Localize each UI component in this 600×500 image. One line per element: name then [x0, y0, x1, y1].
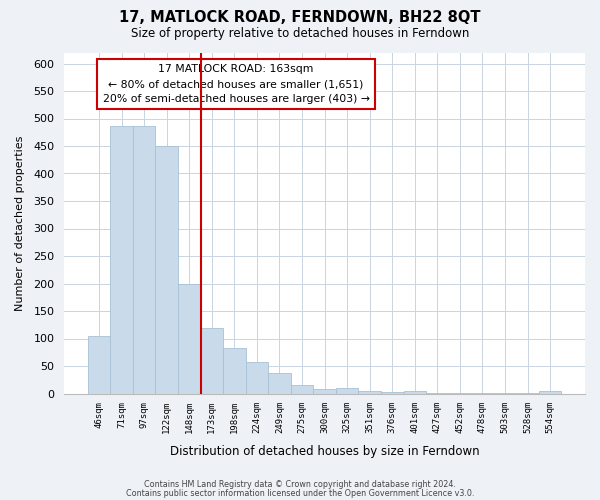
Text: Contains HM Land Registry data © Crown copyright and database right 2024.: Contains HM Land Registry data © Crown c… — [144, 480, 456, 489]
Bar — [358, 392, 381, 394]
Text: Size of property relative to detached houses in Ferndown: Size of property relative to detached ho… — [131, 28, 469, 40]
Bar — [155, 146, 178, 394]
Bar — [539, 391, 562, 394]
Bar — [336, 388, 358, 394]
Text: 17 MATLOCK ROAD: 163sqm
← 80% of detached houses are smaller (1,651)
20% of semi: 17 MATLOCK ROAD: 163sqm ← 80% of detache… — [103, 64, 370, 104]
Bar — [133, 126, 155, 394]
Bar — [291, 385, 313, 394]
Bar — [110, 126, 133, 394]
Bar — [426, 393, 449, 394]
Text: 17, MATLOCK ROAD, FERNDOWN, BH22 8QT: 17, MATLOCK ROAD, FERNDOWN, BH22 8QT — [119, 10, 481, 25]
Y-axis label: Number of detached properties: Number of detached properties — [15, 136, 25, 310]
Bar — [471, 393, 494, 394]
Bar — [200, 328, 223, 394]
Bar — [313, 388, 336, 394]
Bar — [268, 372, 291, 394]
Bar — [245, 362, 268, 394]
Bar — [449, 393, 471, 394]
X-axis label: Distribution of detached houses by size in Ferndown: Distribution of detached houses by size … — [170, 444, 479, 458]
Text: Contains public sector information licensed under the Open Government Licence v3: Contains public sector information licen… — [126, 489, 474, 498]
Bar — [381, 392, 404, 394]
Bar — [404, 392, 426, 394]
Bar — [178, 284, 200, 394]
Bar — [223, 348, 245, 394]
Bar — [494, 393, 516, 394]
Bar — [88, 336, 110, 394]
Bar — [516, 393, 539, 394]
